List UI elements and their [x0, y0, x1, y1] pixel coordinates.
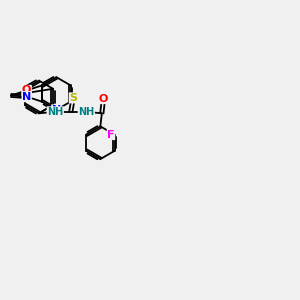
Text: N: N: [52, 105, 61, 115]
Text: N: N: [22, 92, 31, 102]
Text: NH: NH: [47, 107, 63, 117]
Text: O: O: [99, 94, 108, 103]
Text: S: S: [69, 93, 77, 103]
Text: NH: NH: [78, 107, 94, 117]
Text: F: F: [107, 130, 115, 140]
Text: O: O: [22, 85, 32, 95]
